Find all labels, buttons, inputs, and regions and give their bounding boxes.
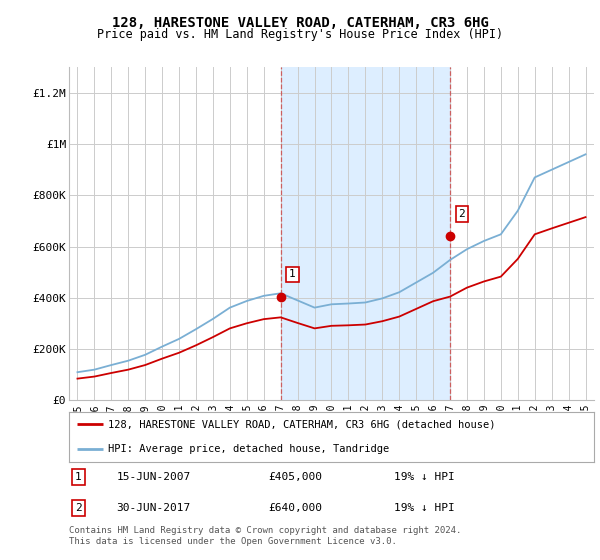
Text: HPI: Average price, detached house, Tandridge: HPI: Average price, detached house, Tand…	[109, 445, 389, 454]
Text: £405,000: £405,000	[269, 472, 323, 482]
Text: 30-JUN-2017: 30-JUN-2017	[116, 503, 191, 513]
Text: 19% ↓ HPI: 19% ↓ HPI	[395, 472, 455, 482]
Text: Price paid vs. HM Land Registry's House Price Index (HPI): Price paid vs. HM Land Registry's House …	[97, 28, 503, 41]
Text: 19% ↓ HPI: 19% ↓ HPI	[395, 503, 455, 513]
Text: 15-JUN-2007: 15-JUN-2007	[116, 472, 191, 482]
Text: £640,000: £640,000	[269, 503, 323, 513]
Text: 2: 2	[75, 503, 82, 513]
Text: Contains HM Land Registry data © Crown copyright and database right 2024.
This d: Contains HM Land Registry data © Crown c…	[69, 526, 461, 546]
Text: 1: 1	[289, 269, 296, 279]
Text: 128, HARESTONE VALLEY ROAD, CATERHAM, CR3 6HG (detached house): 128, HARESTONE VALLEY ROAD, CATERHAM, CR…	[109, 419, 496, 429]
Bar	[281, 67, 450, 400]
Text: 128, HARESTONE VALLEY ROAD, CATERHAM, CR3 6HG: 128, HARESTONE VALLEY ROAD, CATERHAM, CR…	[112, 16, 488, 30]
Text: 1: 1	[75, 472, 82, 482]
Text: 2: 2	[458, 209, 465, 219]
